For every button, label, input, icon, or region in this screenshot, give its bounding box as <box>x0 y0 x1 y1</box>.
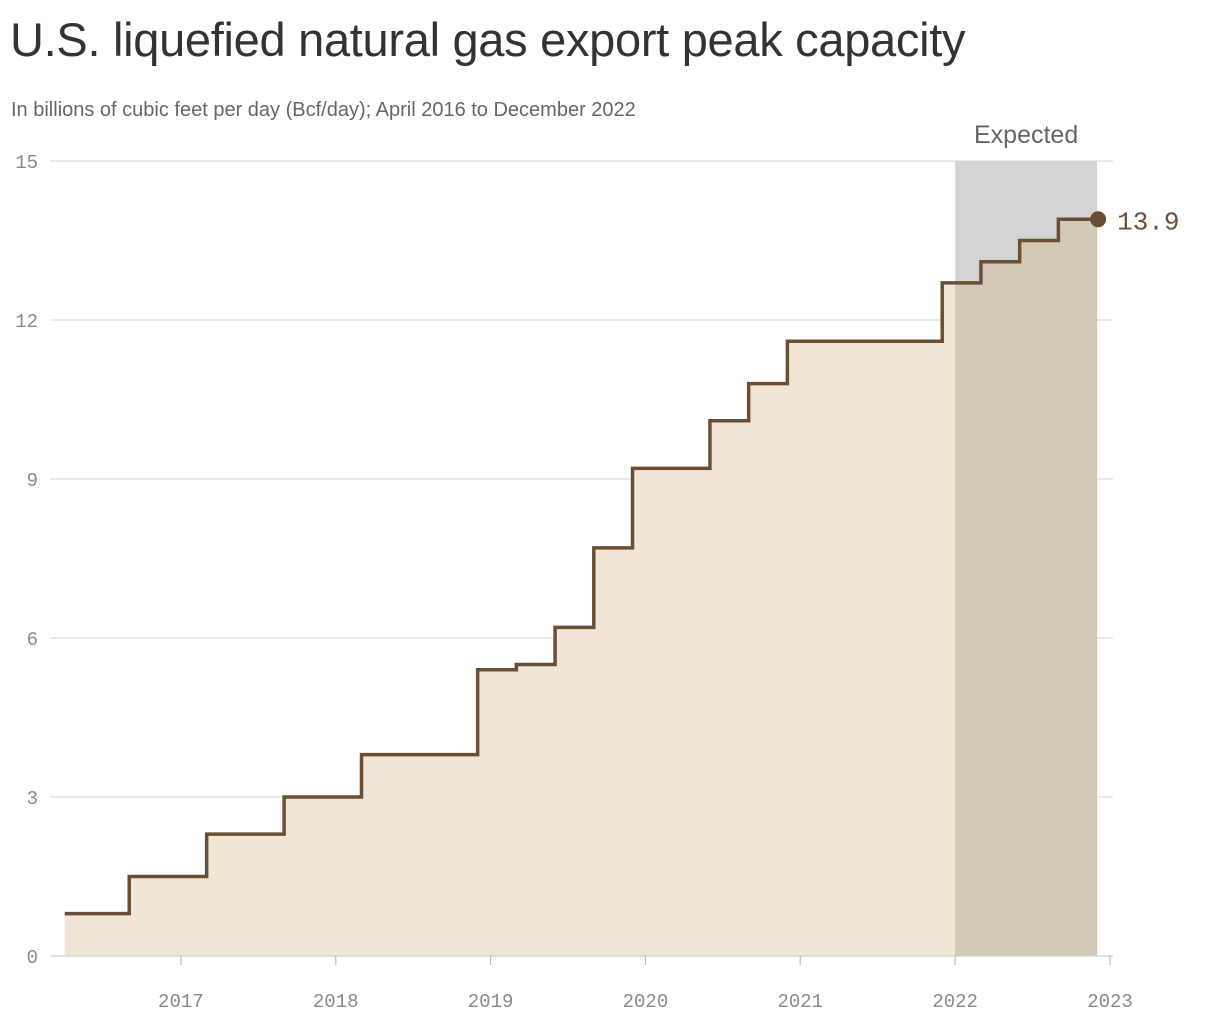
area-fill <box>64 219 1098 957</box>
end-value-label: 13.9 <box>1117 207 1179 237</box>
x-axis-ticks: 2017 2018 2019 2020 2021 2022 2023 <box>158 956 1133 1013</box>
chart-title: U.S. liquefied natural gas export peak c… <box>10 13 966 66</box>
expected-area-fill <box>955 219 1098 957</box>
y-tick-label: 12 <box>15 311 38 333</box>
y-tick-label: 6 <box>27 629 38 651</box>
series-line <box>64 217 1098 916</box>
y-tick-label: 9 <box>27 470 38 492</box>
y-tick-label: 15 <box>15 152 38 174</box>
x-tick-label: 2021 <box>777 991 823 1013</box>
expected-label: Expected <box>974 121 1078 149</box>
x-tick-label: 2019 <box>468 991 514 1013</box>
end-point-marker <box>1090 211 1107 228</box>
y-tick-label: 3 <box>27 788 38 810</box>
x-tick-label: 2020 <box>623 991 669 1013</box>
x-tick-label: 2017 <box>158 991 204 1013</box>
y-axis-ticks: 0 3 6 9 12 15 <box>15 152 38 969</box>
x-tick-label: 2018 <box>313 991 359 1013</box>
chart-subtitle: In billions of cubic feet per day (Bcf/d… <box>11 99 636 121</box>
y-tick-label: 0 <box>27 947 38 969</box>
x-tick-label: 2022 <box>932 991 978 1013</box>
x-tick-label: 2023 <box>1087 991 1133 1013</box>
